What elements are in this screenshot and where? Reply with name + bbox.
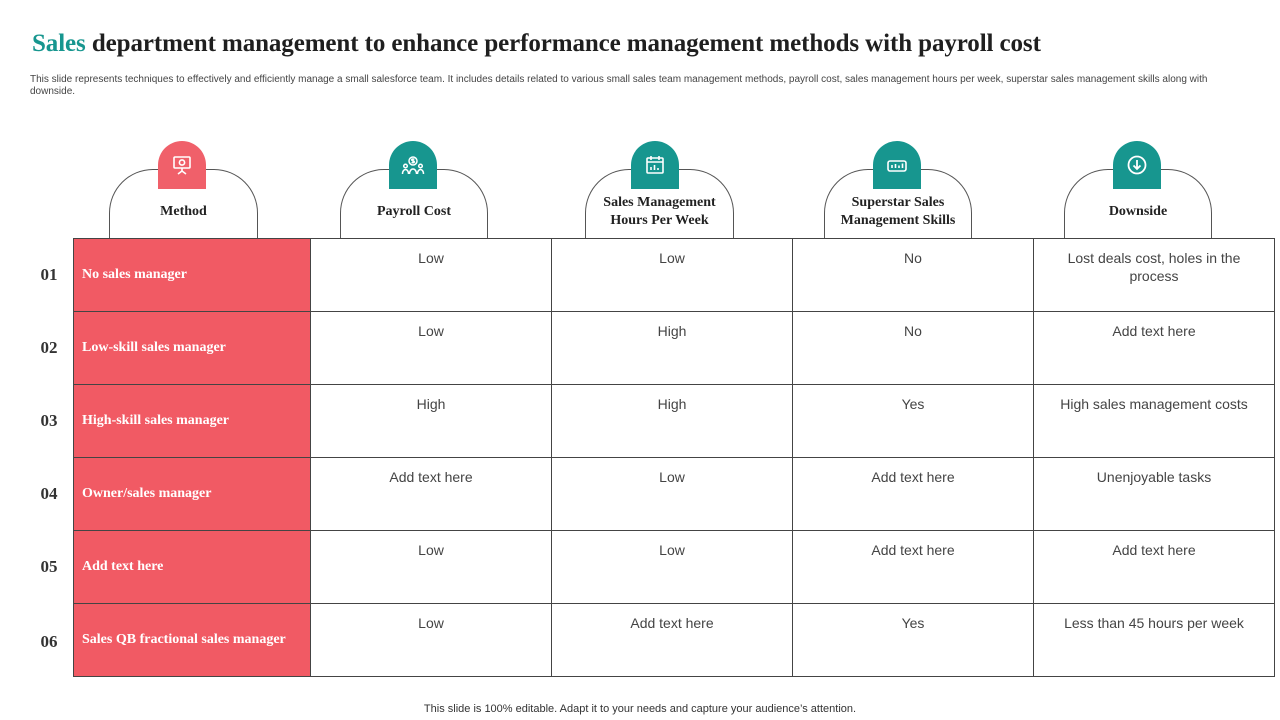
hours-per-week-cell: Low bbox=[551, 530, 793, 604]
payroll-cost-cell: Add text here bbox=[310, 457, 552, 531]
column-header-label: Payroll Cost bbox=[376, 204, 451, 219]
hours-per-week-cell: Low bbox=[551, 457, 793, 531]
page-description: This slide represents techniques to effe… bbox=[30, 74, 1208, 97]
downside-cell: Unenjoyable tasks bbox=[1033, 457, 1275, 531]
team-dollar-icon bbox=[389, 141, 437, 189]
table-row: Owner/sales manager Add text here Low Ad… bbox=[73, 457, 1275, 531]
method-cell: No sales manager bbox=[73, 238, 311, 312]
superstar-skills-cell: Yes bbox=[792, 384, 1034, 458]
table-row: Add text here Low Low Add text here Add … bbox=[73, 530, 1275, 604]
superstar-skills-cell: Yes bbox=[792, 603, 1034, 677]
method-cell: Owner/sales manager bbox=[73, 457, 311, 531]
hours-per-week-cell: High bbox=[551, 311, 793, 385]
row-number: 06 bbox=[40, 632, 58, 651]
payroll-cost-cell: High bbox=[310, 384, 552, 458]
row-number: 04 bbox=[40, 484, 58, 503]
method-cell: Sales QB fractional sales manager bbox=[73, 603, 311, 677]
table-row: Sales QB fractional sales manager Low Ad… bbox=[73, 603, 1275, 677]
payroll-cost-cell: Low bbox=[310, 603, 552, 677]
superstar-skills-cell: No bbox=[792, 238, 1034, 312]
footer-note: This slide is 100% editable. Adapt it to… bbox=[423, 703, 857, 715]
page-title: Sales department management to enhance p… bbox=[32, 30, 1041, 58]
method-cell: Add text here bbox=[73, 530, 311, 604]
superstar-skills-cell: Add text here bbox=[792, 457, 1034, 531]
title-accent-word: Sales bbox=[32, 30, 86, 57]
downside-cell: Lost deals cost, holes in the process bbox=[1033, 238, 1275, 312]
downside-cell: Less than 45 hours per week bbox=[1033, 603, 1275, 677]
superstar-skills-cell: No bbox=[792, 311, 1034, 385]
payroll-cost-cell: Low bbox=[310, 238, 552, 312]
column-header-label: Superstar Sales Management Skills bbox=[840, 195, 956, 228]
presentation-board-icon bbox=[158, 141, 206, 189]
table-row: No sales manager Low Low No Lost deals c… bbox=[73, 238, 1275, 312]
superstar-skills-cell: Add text here bbox=[792, 530, 1034, 604]
row-number: 03 bbox=[40, 411, 58, 430]
downside-cell: Add text here bbox=[1033, 311, 1275, 385]
table-row: High-skill sales manager High High Yes H… bbox=[73, 384, 1275, 458]
downside-cell: High sales management costs bbox=[1033, 384, 1275, 458]
downside-cell: Add text here bbox=[1033, 530, 1275, 604]
column-header-label: Downside bbox=[1108, 204, 1168, 219]
methods-table: No sales manager Low Low No Lost deals c… bbox=[73, 238, 1275, 677]
payroll-cost-cell: Low bbox=[310, 311, 552, 385]
method-cell: Low-skill sales manager bbox=[73, 311, 311, 385]
column-header-label: Method bbox=[160, 204, 207, 219]
hours-per-week-cell: High bbox=[551, 384, 793, 458]
hours-per-week-cell: Add text here bbox=[551, 603, 793, 677]
calendar-chart-icon bbox=[631, 141, 679, 189]
row-number: 02 bbox=[40, 338, 58, 357]
hours-per-week-cell: Low bbox=[551, 238, 793, 312]
title-rest: department management to enhance perform… bbox=[91, 30, 1041, 57]
row-number: 01 bbox=[40, 265, 58, 284]
row-number: 05 bbox=[40, 557, 58, 576]
column-header-label: Sales Management Hours Per Week bbox=[603, 195, 716, 228]
payroll-cost-cell: Low bbox=[310, 530, 552, 604]
table-row: Low-skill sales manager Low High No Add … bbox=[73, 311, 1275, 385]
performance-meter-icon bbox=[873, 141, 921, 189]
down-arrow-circle-icon bbox=[1113, 141, 1161, 189]
method-cell: High-skill sales manager bbox=[73, 384, 311, 458]
